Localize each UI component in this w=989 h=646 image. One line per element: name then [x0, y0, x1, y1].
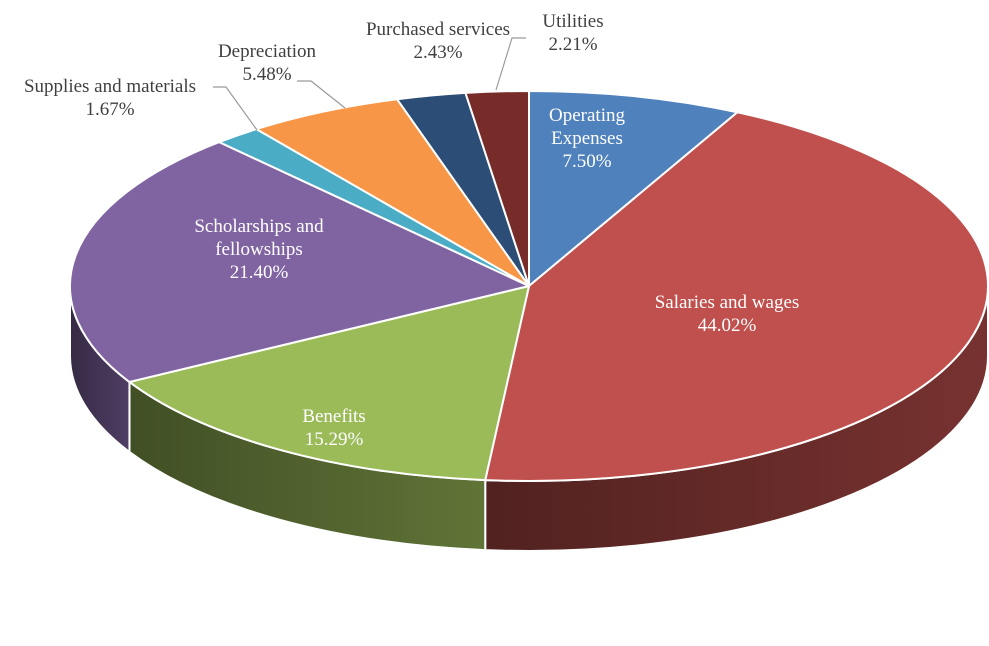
slice-operating-expenses — [528, 90, 739, 287]
category-label: Purchased services — [366, 19, 510, 40]
pie-side-walls — [69, 285, 989, 552]
category-label: Depreciation — [218, 41, 317, 62]
leader-line-utilities — [495, 37, 526, 91]
category-label: Salaries and wages — [655, 292, 800, 313]
label-operating-expenses: Operating Expenses 7.50% — [549, 105, 625, 172]
category-label: Operating — [549, 105, 625, 126]
slice-scholarships-and-fellowships — [69, 141, 530, 383]
category-label: fellowships — [215, 239, 303, 260]
label-scholarships-and-fellowships: Scholarships and fellowships 21.40% — [194, 216, 324, 283]
category-label: Expenses — [551, 128, 623, 149]
label-depreciation: Depreciation 5.48% — [218, 41, 317, 85]
percent-label: 44.02% — [698, 315, 757, 336]
slice-benefits — [128, 285, 530, 482]
slice-utilities — [464, 90, 530, 287]
label-supplies-and-materials: Supplies and materials 1.67% — [24, 76, 196, 120]
slice-depreciation — [255, 98, 530, 287]
label-salaries-and-wages: Salaries and wages 44.02% — [655, 292, 800, 336]
leader-lines — [213, 37, 526, 131]
pie-top-slices — [69, 90, 989, 482]
category-label: Utilities — [542, 11, 603, 32]
percent-label: 1.67% — [85, 99, 134, 120]
percent-label: 15.29% — [305, 429, 364, 450]
percent-label: 21.40% — [230, 262, 289, 283]
category-label: Benefits — [302, 406, 365, 427]
label-benefits: Benefits 15.29% — [302, 406, 365, 450]
slice-labels: Operating Expenses 7.50% Salaries and wages… — [24, 11, 799, 450]
percent-label: 7.50% — [562, 151, 611, 172]
category-label: Supplies and materials — [24, 76, 196, 97]
leader-line-depreciation — [297, 80, 346, 109]
slice-salaries-and-wages — [484, 111, 989, 482]
percent-label: 2.21% — [548, 34, 597, 55]
percent-label: 5.48% — [242, 64, 291, 85]
label-utilities: Utilities 2.21% — [542, 11, 603, 55]
leader-line-supplies-and-materials — [213, 86, 258, 131]
category-label: Scholarships and — [194, 216, 324, 237]
percent-label: 2.43% — [413, 42, 462, 63]
label-purchased-services: Purchased services 2.43% — [366, 19, 510, 63]
